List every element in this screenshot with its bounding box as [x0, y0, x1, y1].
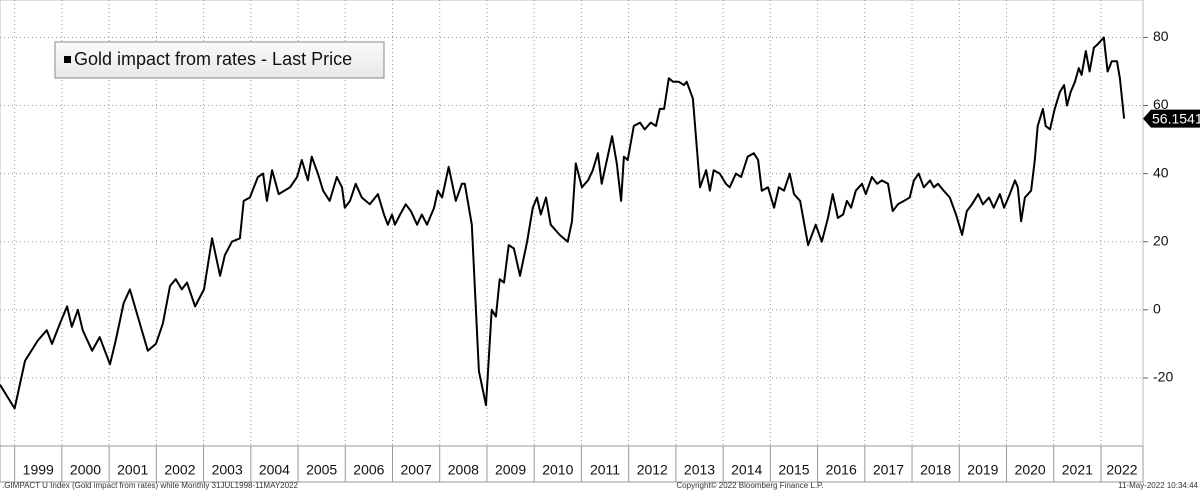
x-tick-label: 2018 — [920, 462, 951, 478]
x-tick-label: 2004 — [259, 462, 290, 478]
x-tick-label: 2015 — [778, 462, 809, 478]
data-line — [0, 36, 1126, 410]
x-tick-label: 2011 — [590, 462, 620, 478]
y-tick-label: 20 — [1153, 232, 1169, 248]
x-tick-label: 2007 — [401, 462, 432, 478]
last-value-tag — [1143, 109, 1200, 128]
x-tick-label: 2001 — [117, 462, 148, 478]
legend-label: Gold impact from rates - Last Price — [74, 49, 352, 69]
footer-left: .GIMPACT U Index (Gold impact from rates… — [2, 481, 299, 490]
x-tick-label: 2000 — [70, 462, 101, 478]
x-tick-label: 2008 — [448, 462, 479, 478]
y-tick-label: 0 — [1153, 301, 1161, 317]
x-tick-label: 2014 — [731, 462, 762, 478]
x-tick-label: 2013 — [684, 462, 715, 478]
y-tick-label: 80 — [1153, 28, 1169, 44]
y-tick-label: -20 — [1153, 369, 1173, 385]
x-tick-label: 2012 — [637, 462, 668, 478]
x-tick-label: 2009 — [495, 462, 526, 478]
footer-center: Copyright© 2022 Bloomberg Finance L.P. — [676, 481, 823, 490]
y-tick-label: 40 — [1153, 164, 1169, 180]
x-tick-label: 2016 — [826, 462, 857, 478]
x-tick-label: 1999 — [23, 462, 54, 478]
footer-right: 11-May-2022 10:34:44 — [1118, 481, 1198, 490]
x-tick-label: 2017 — [873, 462, 904, 478]
x-tick-label: 2006 — [353, 462, 384, 478]
x-tick-label: 2010 — [542, 462, 573, 478]
legend-box — [54, 41, 385, 79]
x-tick-label: 2021 — [1062, 462, 1093, 478]
y-tick-label: 60 — [1153, 96, 1169, 112]
x-tick-label: 2022 — [1106, 462, 1137, 478]
legend-swatch — [64, 56, 71, 63]
x-tick-label: 2019 — [967, 462, 998, 478]
x-tick-label: 2005 — [306, 462, 337, 478]
x-tick-label: 2020 — [1015, 462, 1046, 478]
x-tick-label: 2002 — [164, 462, 195, 478]
x-axis-band — [0, 445, 1144, 483]
last-value-label: 56.1541 — [1152, 110, 1200, 126]
x-tick-label: 2003 — [212, 462, 243, 478]
